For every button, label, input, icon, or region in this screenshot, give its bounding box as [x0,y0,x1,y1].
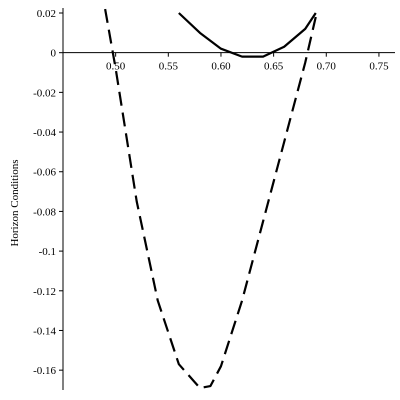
y-tick-label: -0.14 [33,325,56,337]
y-tick-label: -0.1 [39,246,56,258]
y-tick-label: -0.08 [33,206,56,218]
y-tick-label: -0.06 [33,167,56,179]
y-tick-label: -0.12 [33,286,56,298]
y-axis-label: Horizon Conditions [9,159,21,246]
x-tick-label: 0.55 [159,61,179,73]
y-tick-label: 0.02 [37,8,56,20]
x-tick-label: 0.50 [106,61,126,73]
line-series [104,8,317,390]
x-tick-label: 0.75 [369,61,389,73]
y-tick-label: 0 [51,48,57,60]
y-tick-label: -0.02 [33,87,56,99]
x-tick-label: 0.60 [211,61,231,73]
x-tick-label: 0.65 [264,61,284,73]
y-tick-label: -0.16 [33,365,56,377]
x-tick-label: 0.70 [317,61,337,73]
line-series [178,12,317,58]
y-tick-label: -0.04 [33,127,56,139]
